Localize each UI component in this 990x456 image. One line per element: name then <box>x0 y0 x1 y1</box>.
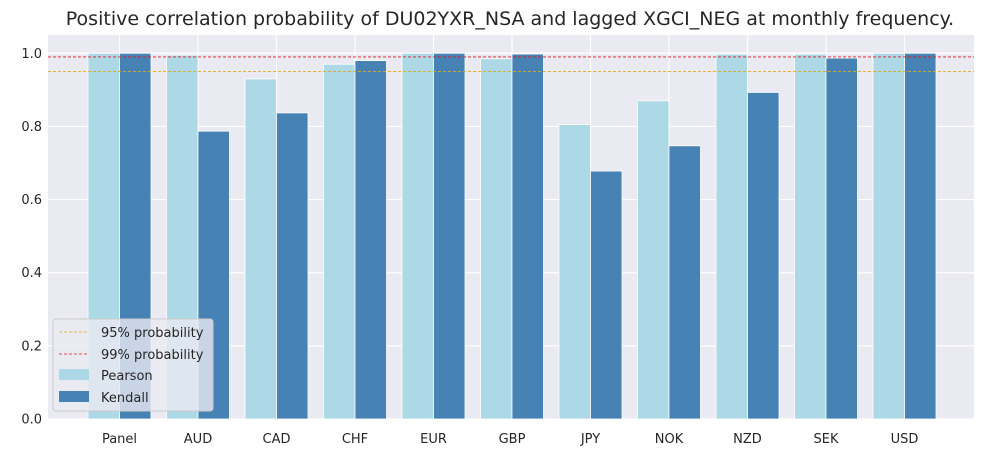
bar-pearson-chf <box>323 63 356 420</box>
legend-swatch-pearson <box>59 369 89 380</box>
legend: 95% probability 99% probability Pearson … <box>52 318 214 412</box>
legend-label-99: 99% probability <box>101 348 204 363</box>
x-tick-label: JPY <box>580 432 600 447</box>
x-tick-label: EUR <box>420 432 447 447</box>
y-tick-label: 1.0 <box>21 47 42 62</box>
y-tick-label: 0.8 <box>21 120 42 135</box>
bar-kendall-eur <box>433 52 466 420</box>
bar-kendall-gbp <box>511 53 544 420</box>
y-tick-label: 0.2 <box>21 339 42 354</box>
x-tick-label: AUD <box>184 432 212 447</box>
bar-pearson-jpy <box>558 124 591 420</box>
legend-label-95: 95% probability <box>101 326 204 341</box>
legend-label-pearson: Pearson <box>101 369 153 384</box>
bar-kendall-chf <box>354 60 387 420</box>
bar-pearson-nzd <box>715 53 748 420</box>
x-tick-label: Panel <box>102 432 137 447</box>
y-tick-label: 0.0 <box>21 413 42 428</box>
bar-kendall-nzd <box>747 92 780 420</box>
x-axis: Panel AUD CAD CHF EUR GBP JPY NOK NZD SEK USD <box>102 432 918 447</box>
x-tick-label: NOK <box>655 432 684 447</box>
bar-kendall-sek <box>825 57 858 420</box>
x-tick-label: USD <box>891 432 919 447</box>
reference-lines <box>48 56 974 72</box>
x-tick-label: CHF <box>342 432 368 447</box>
x-tick-label: CAD <box>263 432 291 447</box>
bar-pearson-cad <box>244 78 277 420</box>
legend-label-kendall: Kendall <box>101 391 149 406</box>
x-tick-label: SEK <box>814 432 839 447</box>
bar-kendall-usd <box>904 52 937 420</box>
bar-pearson-nok <box>637 100 670 420</box>
x-tick-label: GBP <box>499 432 526 447</box>
bar-pearson-eur <box>401 52 434 420</box>
y-tick-label: 0.6 <box>21 193 42 208</box>
chart-title: Positive correlation probability of DU02… <box>66 8 954 30</box>
bar-pearson-sek <box>794 53 827 420</box>
bar-kendall-jpy <box>590 170 623 420</box>
x-tick-label: NZD <box>733 432 762 447</box>
bar-pearson-gbp <box>480 58 513 420</box>
bar-pearson-usd <box>872 52 905 420</box>
legend-swatch-kendall <box>59 391 89 402</box>
y-axis: 0.0 0.2 0.4 0.6 0.8 1.0 <box>21 47 42 428</box>
bar-kendall-nok <box>668 145 701 420</box>
legend-box <box>52 318 214 412</box>
bar-kendall-cad <box>276 112 309 420</box>
y-tick-label: 0.4 <box>21 266 42 281</box>
